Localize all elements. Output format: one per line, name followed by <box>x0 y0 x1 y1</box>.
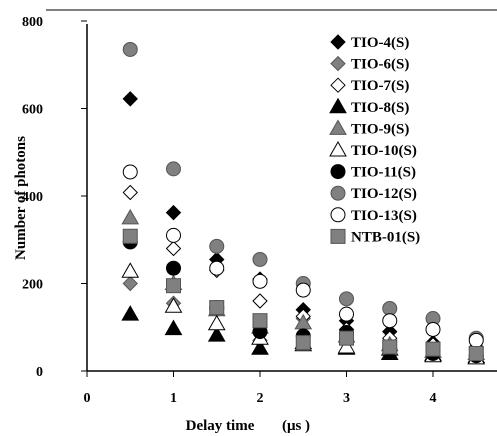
legend-item: NTB-01(S) <box>330 228 420 245</box>
legend-label: TIO-11(S) <box>351 165 416 181</box>
data-point <box>166 260 181 276</box>
data-point <box>252 251 268 267</box>
y-tick-label: 400 <box>22 190 43 205</box>
x-tick-label: 0 <box>84 391 91 406</box>
data-point <box>382 339 398 355</box>
legend-marker <box>329 97 347 114</box>
data-point <box>166 227 181 243</box>
axis-titles: Delay time (μs ) Number of photons <box>13 136 310 434</box>
data-point <box>121 262 140 278</box>
legend-marker <box>330 185 346 201</box>
y-tick-label: 600 <box>22 103 43 118</box>
legend-label: TIO-8(S) <box>351 100 409 116</box>
data-point <box>209 260 225 276</box>
legend-item: TIO-7(S) <box>330 77 409 94</box>
data-point <box>468 332 484 348</box>
data-point <box>337 337 356 354</box>
data-point <box>207 314 226 331</box>
legend-item: TIO-11(S) <box>330 164 416 181</box>
data-point <box>425 341 441 357</box>
axis-ticks: 0123450200400600800 <box>22 15 437 406</box>
series-ntb-01-s <box>122 228 484 361</box>
legend-marker <box>330 77 346 93</box>
data-point <box>121 208 140 225</box>
data-point <box>252 273 268 289</box>
legend-label: TIO-9(S) <box>351 121 409 137</box>
legend-marker <box>329 119 347 135</box>
legend-marker <box>330 34 346 50</box>
data-point <box>209 300 225 316</box>
data-point <box>251 339 269 355</box>
legend-label: TIO-13(S) <box>351 208 417 224</box>
data-point <box>339 330 354 346</box>
legend-marker <box>329 140 347 157</box>
legend-label: TIO-10(S) <box>351 143 417 159</box>
y-tick-label: 0 <box>36 365 43 380</box>
plot-frame <box>46 9 497 372</box>
legend-marker <box>330 55 346 72</box>
data-point <box>166 278 181 294</box>
legend-marker <box>330 164 346 180</box>
x-axis-title: Delay time <box>186 418 255 434</box>
x-tick-label: 4 <box>430 391 437 406</box>
legend-marker <box>330 228 346 244</box>
data-points <box>121 41 486 365</box>
series-tio-13-s <box>122 164 484 348</box>
data-point <box>252 293 268 309</box>
legend-marker <box>330 207 346 223</box>
data-point <box>165 204 182 221</box>
legend-label: TIO-12(S) <box>351 186 417 202</box>
legend-item: TIO-8(S) <box>329 97 409 116</box>
data-point <box>121 305 140 321</box>
legend-label: TIO-7(S) <box>351 78 409 94</box>
legend-item: TIO-10(S) <box>329 140 417 159</box>
data-point <box>339 306 354 322</box>
y-axis-title: Number of photons <box>13 136 29 260</box>
data-point <box>468 346 484 361</box>
data-point <box>165 240 182 257</box>
x-tick-label: 3 <box>343 391 350 406</box>
legend-item: TIO-12(S) <box>330 185 417 202</box>
data-point <box>425 321 441 337</box>
y-tick-label: 800 <box>22 15 43 30</box>
data-point <box>122 228 138 244</box>
series-tio-12-s <box>122 41 484 346</box>
data-point <box>252 313 268 329</box>
data-point <box>209 238 225 254</box>
data-point <box>382 313 398 329</box>
data-point <box>295 282 311 298</box>
data-point <box>295 335 311 351</box>
data-point <box>122 41 138 57</box>
data-point <box>339 291 354 307</box>
data-point <box>122 164 138 180</box>
legend-label: TIO-6(S) <box>351 57 409 73</box>
data-point <box>207 326 226 342</box>
data-point <box>166 161 181 177</box>
data-point <box>164 297 183 313</box>
x-axis-unit: (μs ) <box>282 418 310 434</box>
data-point <box>122 275 138 292</box>
data-point <box>164 319 183 336</box>
x-tick-label: 1 <box>170 391 177 406</box>
legend-label: NTB-01(S) <box>351 229 420 245</box>
data-point <box>122 184 138 201</box>
y-tick-label: 200 <box>22 278 43 293</box>
x-tick-label: 2 <box>257 391 264 406</box>
legend-item: TIO-9(S) <box>329 119 409 137</box>
legend-label: TIO-4(S) <box>351 35 409 51</box>
legend: TIO-4(S) TIO-6(S) TIO-7(S) TIO-8(S) TIO-9(S)… <box>329 34 420 245</box>
legend-item: TIO-6(S) <box>330 55 409 73</box>
legend-item: TIO-13(S) <box>330 207 417 224</box>
data-point <box>122 91 138 107</box>
legend-item: TIO-4(S) <box>330 34 409 51</box>
